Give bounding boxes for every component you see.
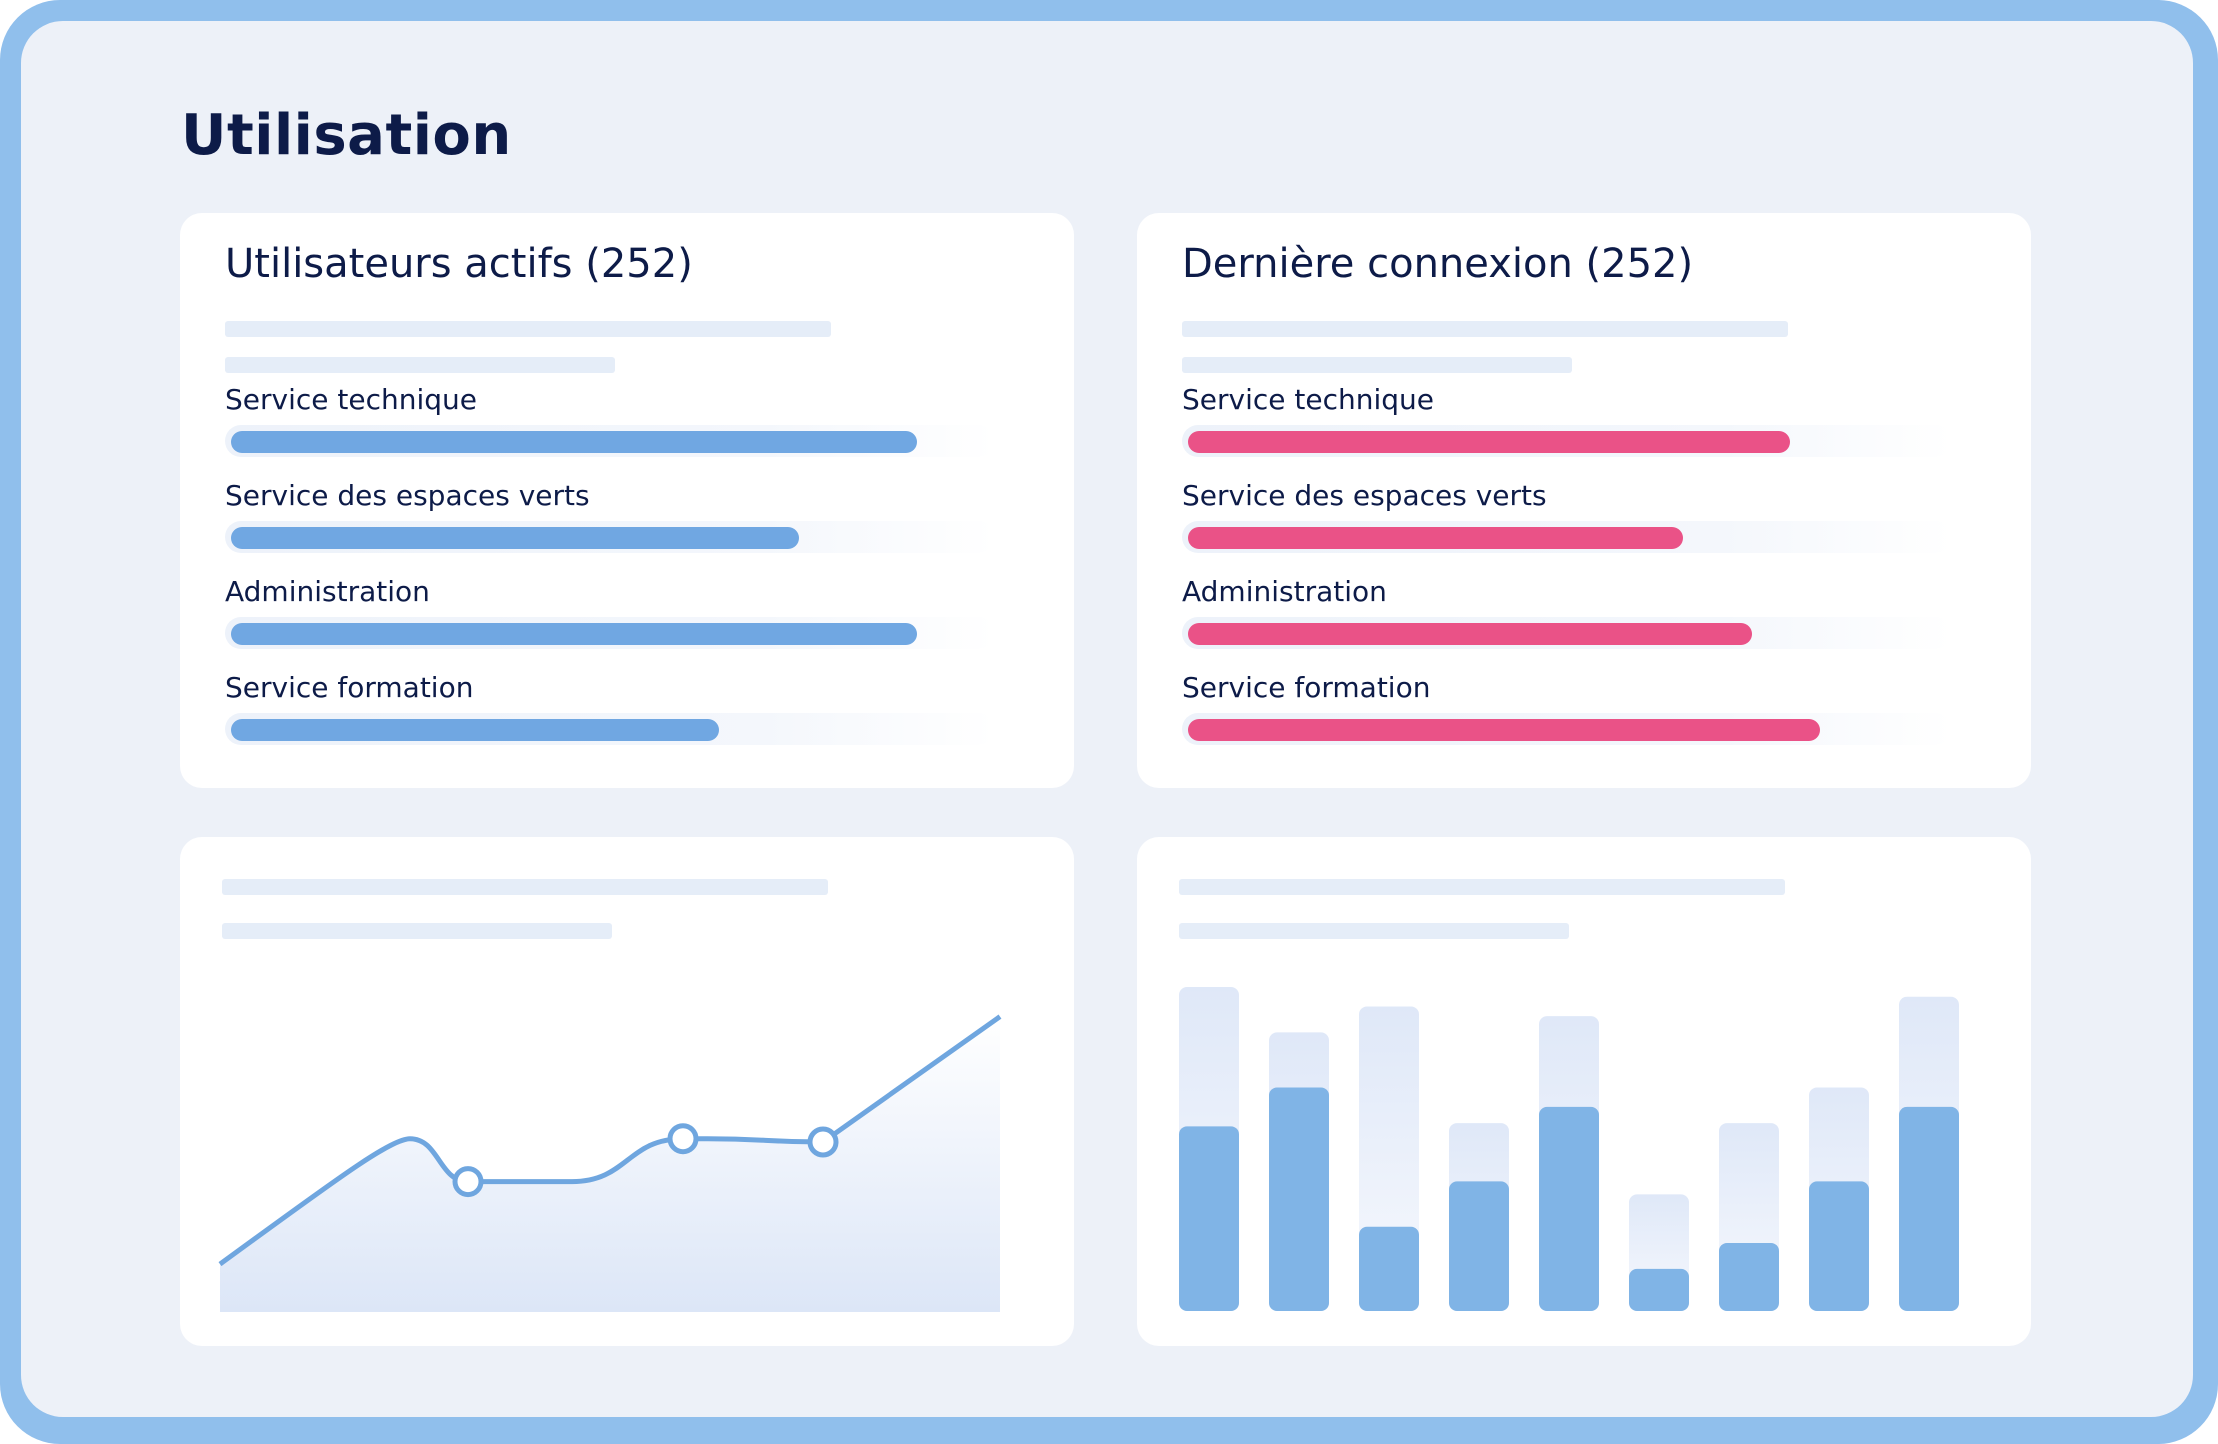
text-placeholder [1182, 357, 1572, 373]
bar [1179, 1126, 1239, 1311]
bar [1269, 1087, 1329, 1311]
progress-track [1182, 617, 1952, 649]
line-chart-card [180, 837, 1074, 1346]
text-placeholder [1179, 879, 1785, 895]
text-placeholder [222, 923, 612, 939]
progress-fill [1188, 623, 1752, 645]
row-label: Service technique [225, 383, 477, 416]
row-label: Service formation [225, 671, 474, 704]
row-label: Service formation [1182, 671, 1431, 704]
progress-track [225, 521, 995, 553]
bar [1809, 1181, 1869, 1311]
bar [1899, 1106, 1959, 1311]
progress-track [1182, 521, 1952, 553]
progress-track [225, 425, 995, 457]
last-login-card: Dernière connexion (252) Service techniq… [1137, 213, 2031, 788]
active-users-card: Utilisateurs actifs (252) Service techni… [180, 213, 1074, 788]
bar [1629, 1268, 1689, 1311]
progress-track [225, 617, 995, 649]
progress-track [1182, 425, 1952, 457]
row-label: Service des espaces verts [1182, 479, 1547, 512]
row-label: Service des espaces verts [225, 479, 590, 512]
row-label: Administration [1182, 575, 1387, 608]
progress-fill [1188, 431, 1790, 453]
progress-fill [231, 527, 799, 549]
series-line [218, 1014, 1002, 1267]
row-label: Service technique [1182, 383, 1434, 416]
progress-track [225, 713, 995, 745]
text-placeholder [225, 321, 831, 337]
bar [1359, 1226, 1419, 1311]
text-placeholder [1179, 923, 1569, 939]
area-fill [220, 1016, 1000, 1312]
bar [1539, 1106, 1599, 1311]
data-point [452, 1166, 484, 1198]
data-point [807, 1126, 839, 1158]
progress-fill [231, 431, 917, 453]
bar-chart [1179, 987, 1959, 1311]
text-placeholder [225, 357, 615, 373]
bar-chart-card [1137, 837, 2031, 1346]
text-placeholder [1182, 321, 1788, 337]
card-title: Utilisateurs actifs (252) [225, 241, 693, 287]
progress-fill [1188, 719, 1820, 741]
row-label: Administration [225, 575, 430, 608]
progress-fill [231, 719, 719, 741]
bar [1719, 1242, 1779, 1311]
data-point [667, 1123, 699, 1155]
page-title: Utilisation [181, 103, 512, 168]
card-title: Dernière connexion (252) [1182, 241, 1694, 287]
progress-fill [231, 623, 917, 645]
bar [1449, 1181, 1509, 1311]
area-chart [218, 1014, 1002, 1312]
text-placeholder [222, 879, 828, 895]
progress-track [1182, 713, 1952, 745]
progress-fill [1188, 527, 1683, 549]
